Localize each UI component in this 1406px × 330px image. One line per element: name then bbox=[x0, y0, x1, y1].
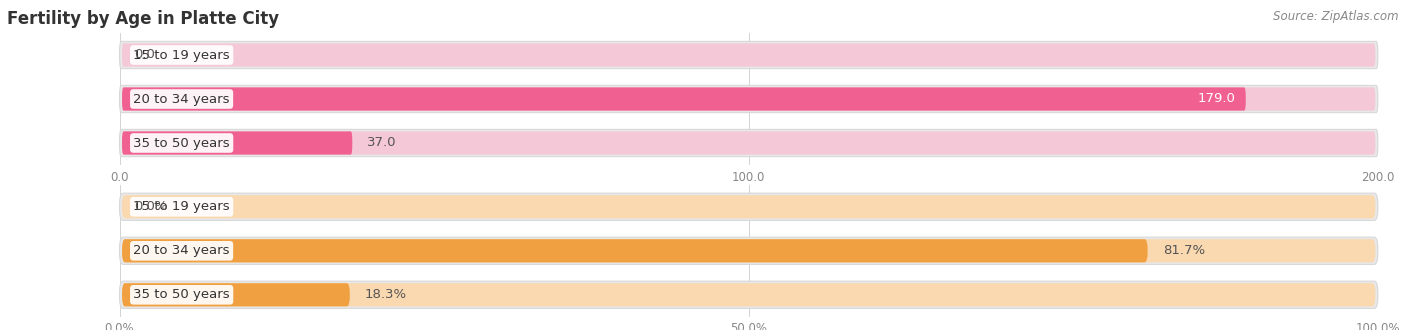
Text: 179.0: 179.0 bbox=[1198, 92, 1236, 106]
FancyBboxPatch shape bbox=[120, 85, 1378, 113]
FancyBboxPatch shape bbox=[120, 237, 1378, 264]
FancyBboxPatch shape bbox=[122, 131, 1375, 154]
Text: 15 to 19 years: 15 to 19 years bbox=[134, 49, 231, 61]
FancyBboxPatch shape bbox=[120, 41, 1378, 69]
Text: 15 to 19 years: 15 to 19 years bbox=[134, 200, 231, 213]
FancyBboxPatch shape bbox=[120, 193, 1378, 220]
FancyBboxPatch shape bbox=[122, 87, 1246, 111]
Text: 35 to 50 years: 35 to 50 years bbox=[134, 137, 231, 149]
Text: 35 to 50 years: 35 to 50 years bbox=[134, 288, 231, 301]
Text: 0.0%: 0.0% bbox=[135, 200, 169, 213]
Text: Fertility by Age in Platte City: Fertility by Age in Platte City bbox=[7, 10, 280, 28]
FancyBboxPatch shape bbox=[120, 129, 1378, 157]
FancyBboxPatch shape bbox=[122, 283, 350, 306]
FancyBboxPatch shape bbox=[120, 281, 1378, 309]
FancyBboxPatch shape bbox=[122, 195, 1375, 218]
Text: 20 to 34 years: 20 to 34 years bbox=[134, 244, 229, 257]
FancyBboxPatch shape bbox=[122, 283, 1375, 306]
FancyBboxPatch shape bbox=[122, 239, 1375, 262]
FancyBboxPatch shape bbox=[122, 44, 1375, 67]
FancyBboxPatch shape bbox=[122, 131, 353, 154]
FancyBboxPatch shape bbox=[122, 87, 1375, 111]
Text: 81.7%: 81.7% bbox=[1163, 244, 1205, 257]
Text: 20 to 34 years: 20 to 34 years bbox=[134, 92, 229, 106]
Text: 37.0: 37.0 bbox=[367, 137, 396, 149]
FancyBboxPatch shape bbox=[122, 239, 1147, 262]
Text: Source: ZipAtlas.com: Source: ZipAtlas.com bbox=[1274, 10, 1399, 23]
Text: 18.3%: 18.3% bbox=[366, 288, 406, 301]
Text: 0.0: 0.0 bbox=[135, 49, 156, 61]
